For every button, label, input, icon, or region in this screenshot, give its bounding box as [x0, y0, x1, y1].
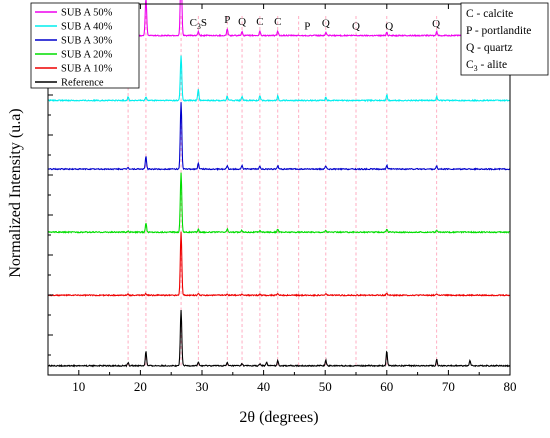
peak-label: Q	[238, 16, 246, 28]
peak-label: Q	[322, 18, 330, 30]
phase-key-entry: Q - quartz	[466, 42, 513, 54]
phase-key-entry: C - calcite	[466, 8, 513, 20]
peak-label: Q	[385, 21, 393, 33]
legend-label: SUB A 30%	[61, 36, 113, 47]
axes: 10 20 30 40 50 60 70 80	[47, 3, 517, 394]
legend-label: Reference	[61, 78, 104, 89]
legend-label: SUB A 20%	[61, 50, 113, 61]
x-tick-label: 30	[196, 379, 209, 394]
peak-label: Q	[432, 18, 440, 30]
plot-frame	[47, 3, 511, 376]
peak-label: C3S	[190, 17, 207, 31]
x-tick-label: 70	[442, 379, 455, 394]
phase-key-entry: P - portlandite	[466, 25, 531, 37]
series-line	[47, 102, 511, 171]
legend-label: SUB A 40%	[61, 22, 113, 33]
phase-key-entry: C3 - alite	[466, 59, 507, 73]
reference-lines	[127, 16, 438, 367]
legend-label: SUB A 10%	[61, 64, 113, 75]
x-tick-label: 60	[380, 379, 393, 394]
peak-label: P	[224, 14, 230, 26]
phase-key-box	[460, 2, 549, 76]
series-line	[47, 309, 511, 368]
peak-labels: PQQC3SPQCCPQQQQ	[125, 11, 440, 33]
series-line	[47, 55, 511, 103]
legend-box	[30, 2, 140, 89]
x-tick-label: 40	[257, 379, 270, 394]
legend: SUB A 50% SUB A 40% SUB A 30% SUB A 20% SUB …	[30, 2, 140, 89]
x-axis-title: 2θ (degrees)	[239, 409, 318, 426]
phase-key: C - calcite P - portlandite Q - quartz C3 -…	[460, 2, 549, 76]
peak-label: C	[256, 16, 263, 28]
legend-label: SUB A 50%	[61, 8, 113, 19]
x-tick-label: 10	[72, 379, 85, 394]
series-line	[47, 231, 510, 298]
peak-label: C	[274, 16, 281, 28]
peak-label: P	[304, 21, 310, 33]
peak-label: Q	[352, 21, 360, 33]
x-tick-label: 50	[319, 379, 332, 394]
x-tick-label: 20	[134, 379, 147, 394]
y-axis-title: Normalized Intensity (u.a)	[7, 108, 24, 277]
series-line	[47, 172, 510, 234]
x-tick-label: 80	[504, 379, 517, 394]
